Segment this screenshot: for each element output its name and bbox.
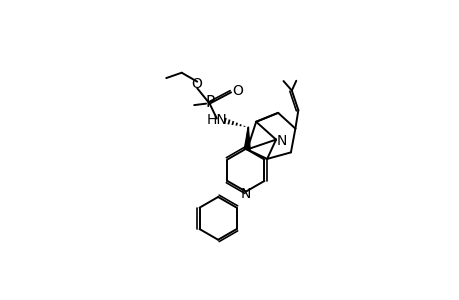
Text: P: P: [205, 95, 214, 110]
Text: N: N: [276, 134, 286, 148]
Text: HN: HN: [206, 113, 227, 127]
Text: N: N: [240, 187, 251, 201]
Text: O: O: [191, 77, 202, 91]
Text: O: O: [232, 84, 242, 98]
Polygon shape: [244, 128, 250, 149]
